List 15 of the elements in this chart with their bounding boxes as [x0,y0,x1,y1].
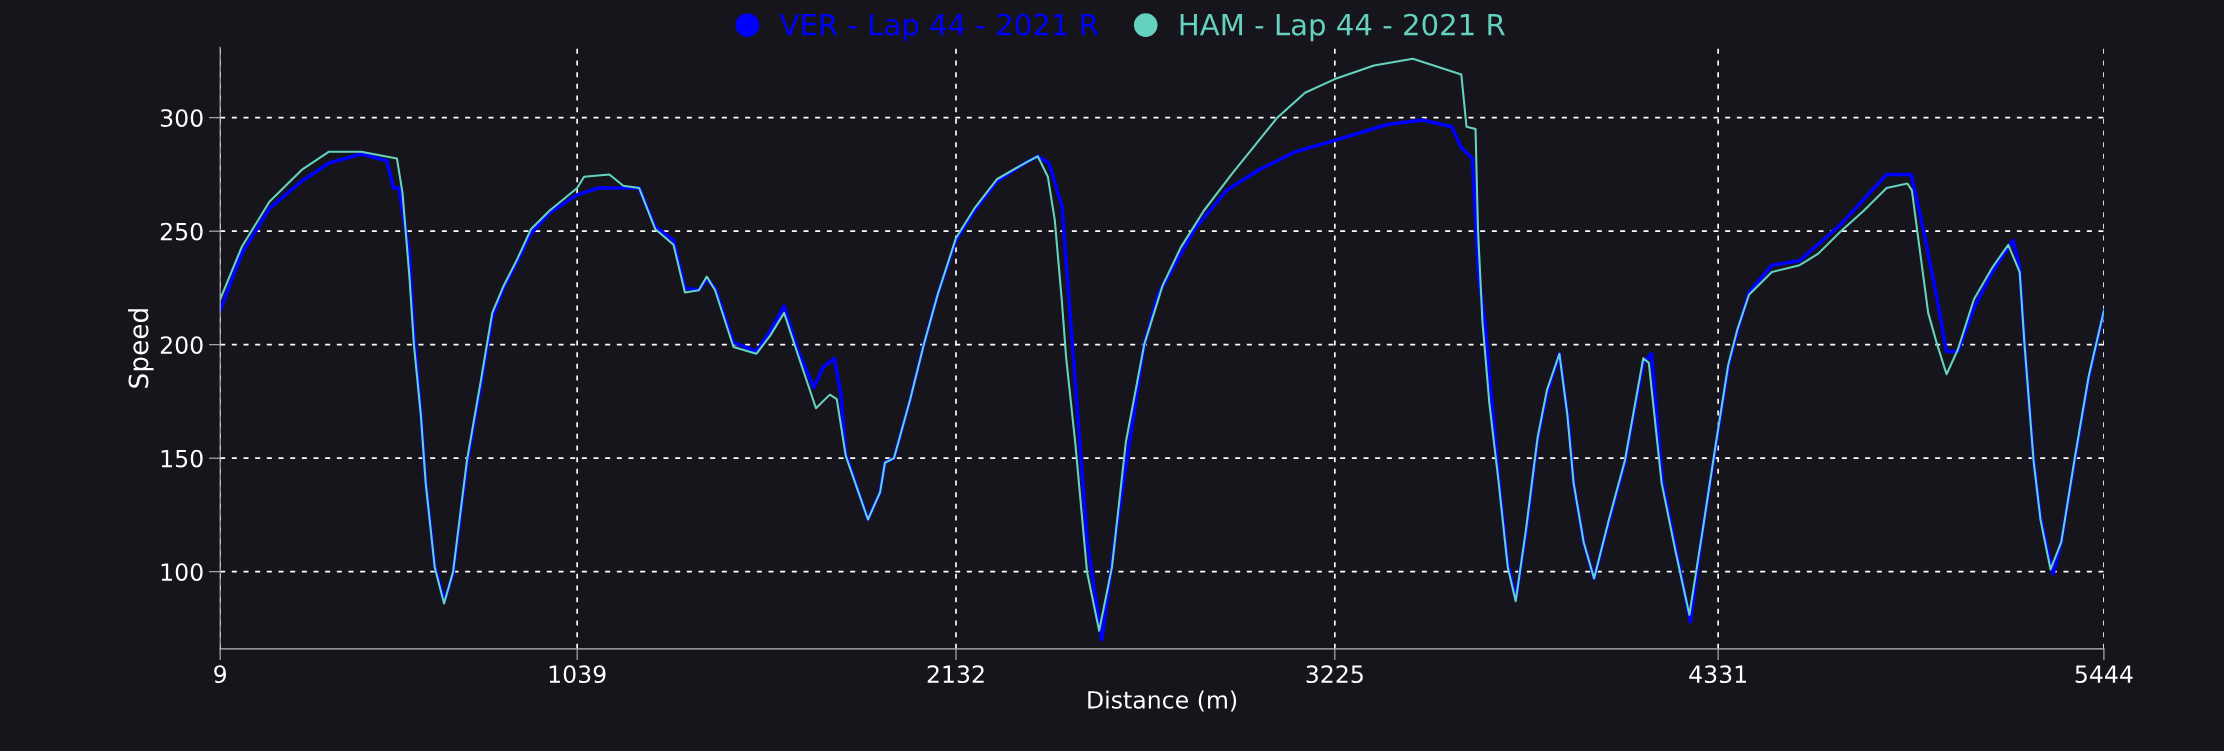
y-tick-label: 150 [161,449,203,468]
y-tick-label: 200 [160,336,203,354]
y-tick-label: 300 [160,109,203,127]
y-axis-title: Speed [128,309,154,388]
x-tick-label: 9 [214,665,227,684]
y-tick-label: 250 [160,222,203,241]
legend-label: VER - Lap 44 - 2021 R [779,13,1099,42]
x-tick-label: 5444 [2075,665,2133,684]
x-tick-label: 3225 [1306,665,1363,684]
x-tick-label: 2132 [927,665,984,684]
x-tick-label: 4331 [1689,665,1747,684]
legend-label: HAM - Lap 44 - 2021 R [1180,13,1505,42]
x-axis-title: Distance (m) [1088,690,1237,712]
y-tick-label: 100 [161,563,203,581]
x-tick-label: 1039 [549,665,606,684]
